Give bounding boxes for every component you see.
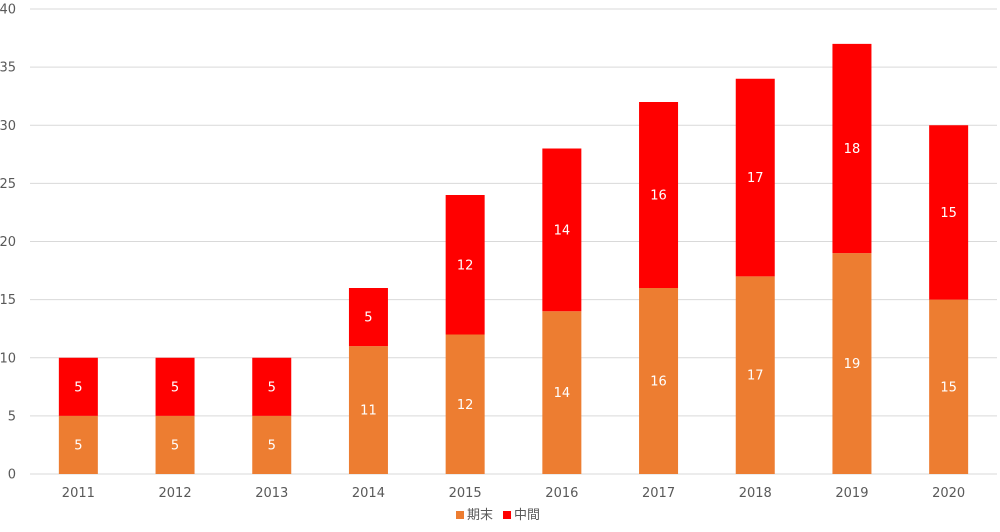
data-label: 5: [171, 438, 179, 453]
x-tick-label: 2012: [159, 486, 192, 501]
x-tick-label: 2015: [449, 486, 482, 501]
bar-series2-2016: [542, 148, 582, 312]
bar-series1-2016: [542, 311, 582, 474]
data-labels: 5 5 5 5 5 5 11 5 12 12 14 14 16 16 17 17 19 18 15 15: [74, 142, 957, 453]
bar-series1-2011: [58, 415, 98, 474]
bar-series2-2012: [155, 357, 195, 416]
bar-series1-2018: [735, 276, 775, 474]
data-label: 11: [360, 404, 377, 419]
y-tick-label: 0: [8, 468, 16, 483]
data-label: 5: [364, 311, 372, 326]
data-label: 12: [457, 258, 474, 273]
y-tick-label: 10: [0, 351, 16, 366]
x-tick-label: 2016: [545, 486, 578, 501]
legend-swatch: [456, 511, 464, 519]
y-tick-label: 25: [0, 177, 16, 192]
data-label: 16: [650, 189, 667, 204]
x-tick-label: 2018: [739, 486, 772, 501]
data-label: 5: [171, 380, 179, 395]
data-label: 14: [554, 223, 571, 238]
y-tick-label: 15: [0, 293, 16, 308]
x-tick-label: 2013: [255, 486, 288, 501]
data-label: 18: [844, 142, 861, 157]
y-tick-label: 35: [0, 61, 16, 76]
data-label: 17: [747, 369, 764, 384]
y-tick-label: 5: [8, 409, 16, 424]
bar-series2-2013: [252, 357, 292, 416]
data-label: 5: [268, 380, 276, 395]
x-tick-label: 2019: [835, 486, 868, 501]
bar-series2-2017: [639, 102, 679, 288]
legend-label: 期末: [467, 508, 493, 523]
y-tick-label: 30: [0, 119, 16, 134]
data-label: 17: [747, 171, 764, 186]
x-tick-label: 2011: [62, 486, 95, 501]
bar-series1-2013: [252, 415, 292, 474]
data-label: 16: [650, 375, 667, 390]
data-label: 5: [268, 438, 276, 453]
bar-series1-2017: [639, 288, 679, 474]
x-tick-label: 2020: [932, 486, 965, 501]
data-label: 5: [74, 380, 82, 395]
data-label: 5: [74, 438, 82, 453]
x-axis: 2011 2012 2013 2014 2015 2016 2017 2018 2019 2020: [62, 486, 965, 501]
data-label: 14: [554, 386, 571, 401]
bars: [58, 43, 969, 474]
data-label: 12: [457, 398, 474, 413]
legend-swatch: [503, 511, 512, 519]
data-label: 19: [844, 357, 861, 372]
y-tick-label: 40: [0, 3, 16, 18]
x-tick-label: 2017: [642, 486, 675, 501]
x-tick-label: 2014: [352, 486, 385, 501]
bar-series2-2018: [735, 78, 775, 277]
bar-series1-2014: [348, 346, 388, 474]
y-tick-label: 20: [0, 235, 16, 250]
bar-series2-2014: [348, 288, 388, 347]
bar-series2-2019: [832, 43, 872, 254]
legend-label: 中間: [514, 508, 540, 523]
bar-series2-2011: [58, 357, 98, 416]
bar-series1-2019: [832, 253, 872, 474]
bar-series1-2015: [445, 334, 485, 474]
legend: 期末 中間: [456, 508, 540, 523]
bar-series2-2020: [929, 125, 969, 300]
y-axis: 0 5 10 15 20 25 30 35 40: [0, 3, 16, 483]
data-label: 15: [940, 206, 957, 221]
bar-series2-2015: [445, 195, 485, 335]
bar-series1-2020: [929, 299, 969, 474]
data-label: 15: [940, 380, 957, 395]
bar-series1-2012: [155, 415, 195, 474]
